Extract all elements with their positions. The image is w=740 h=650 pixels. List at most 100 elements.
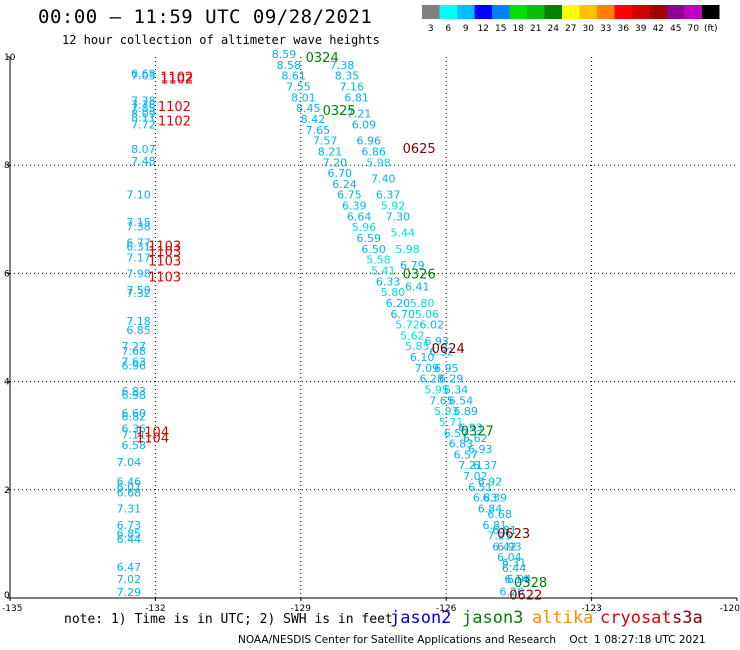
legend-label: 42 (653, 24, 664, 34)
wave-height-label: 6.83 (449, 438, 474, 451)
wave-height-label: 5.71 (439, 416, 464, 429)
legend-label: 27 (565, 24, 576, 34)
legend-swatch (527, 5, 545, 19)
wave-height-label: 7.30 (386, 210, 411, 223)
time-label: 1103 (148, 271, 181, 286)
wave-height-label: 5.98 (395, 243, 420, 256)
wave-height-label: 6.24 (332, 178, 357, 191)
y-tick-label: 0 (4, 591, 10, 601)
wave-height-label: 6.62 (463, 432, 488, 445)
wave-height-label: 7.78 (131, 98, 156, 111)
wave-height-label: 6.83 (473, 492, 498, 505)
wave-height-label: 7.03 (131, 70, 156, 83)
wave-height-label: 6.86 (361, 145, 386, 158)
wave-height-label: 6.60 (121, 407, 145, 420)
wave-height-label: 6.98 (121, 389, 145, 402)
legend-label: 18 (513, 24, 525, 34)
wave-height-label: 6.68 (117, 486, 142, 499)
chart-axes: -135 -132 -129 -126 -123 -120 0 2 4 6 8 10 (2, 53, 740, 614)
legend-label: 45 (670, 24, 681, 34)
wave-height-label: 8.59 (272, 48, 297, 61)
legend-label: 21 (530, 24, 541, 34)
legend-label: 6 (445, 24, 451, 34)
legend-swatch (544, 5, 562, 19)
y-tick-label: 8 (4, 161, 10, 171)
legend-swatch (632, 5, 650, 19)
satellite-label-jason2: jason2 (390, 608, 452, 628)
wave-height-label: 6.39 (483, 492, 508, 505)
wave-height-label: 7.16 (340, 81, 365, 94)
wave-height-label: 7.29 (117, 586, 142, 599)
wave-height-label: 7.09 (415, 362, 440, 375)
wave-height-label: 6.57 (444, 427, 469, 440)
time-label: 1102 (158, 100, 191, 115)
wave-height-label: 6.31 (126, 241, 151, 254)
wave-height-label: 6.85 (117, 527, 142, 540)
wave-height-label: 6.07 (117, 481, 142, 494)
legend-swatch (509, 5, 527, 19)
legend-label: 30 (583, 24, 595, 34)
wave-height-label: 7.15 (126, 216, 151, 229)
wave-height-label: 6.09 (352, 118, 377, 131)
wave-height-label: 5.92 (381, 200, 406, 213)
wave-height-label: 6.96 (121, 360, 145, 373)
legend-swatch (439, 5, 457, 19)
wave-height-label: 6.14 (504, 573, 529, 586)
x-tick-label: -132 (145, 604, 165, 614)
legend-swatch (597, 5, 615, 19)
wave-height-label: 6.81 (344, 91, 369, 104)
wave-height-label: 6.10 (410, 351, 435, 364)
wave-height-label: 8.42 (301, 113, 326, 126)
wave-height-label: 7.65 (429, 394, 454, 407)
wave-height-label: 5.93 (434, 405, 459, 418)
wave-height-label: 6.44 (502, 562, 526, 575)
wave-height-label: 5.06 (415, 308, 440, 321)
time-label: 0623 (497, 527, 530, 542)
wave-height-label: 5.95 (424, 384, 449, 397)
wave-height-label: 6.89 (453, 405, 478, 418)
wave-height-label: 7.98 (126, 268, 151, 281)
time-label: 1102 (160, 71, 193, 86)
wave-height-label: 6.31 (502, 557, 526, 570)
wave-height-label: 7.38 (126, 221, 151, 234)
wave-height-label: 7.55 (286, 81, 311, 94)
wave-height-label: 7.21 (458, 459, 483, 472)
time-label: 1103 (148, 239, 181, 254)
wave-height-label: 6.29 (439, 373, 464, 386)
legend-label: 3 (428, 24, 434, 34)
wave-height-label: 5.80 (410, 297, 435, 310)
satellite-label-altika: altika (532, 608, 594, 628)
wave-height-label: 7.02 (117, 573, 142, 586)
wave-height-label: 7.27 (121, 340, 145, 353)
time-label: 1102 (160, 73, 193, 88)
legend-swatch (457, 5, 475, 19)
wave-height-label: 6.28 (420, 373, 445, 386)
color-scale-legend: 3 6 9 12 15 18 21 24 27 30 33 36 39 42 45 70 (ft) (422, 5, 720, 34)
legend-swatch (492, 5, 510, 19)
time-label: 0327 (461, 424, 494, 439)
wave-height-label: 6.32 (429, 346, 454, 359)
wave-height-label: 7.17 (126, 251, 151, 264)
wave-height-label: 6.50 (361, 243, 386, 256)
wave-height-label: 5.98 (366, 156, 391, 169)
wave-height-label: 6.93 (497, 540, 521, 553)
time-label: 0326 (403, 267, 436, 282)
legend-swatch (614, 5, 632, 19)
wave-height-label: 6.94 (507, 573, 532, 586)
wave-height-label: 6.85 (126, 324, 151, 337)
legend-swatch (474, 5, 492, 19)
wave-height-label: 5.72 (395, 319, 420, 332)
wave-height-label: 6.93 (424, 335, 449, 348)
satellite-label-s3a: s3a (672, 608, 703, 628)
wave-height-label: 7.68 (121, 345, 145, 358)
wave-height-label: 5.85 (405, 340, 430, 353)
wave-height-label: 6.39 (342, 200, 367, 213)
wave-height-label: 6.96 (357, 135, 382, 148)
legend-label: 12 (478, 24, 489, 34)
legend-label: (ft) (704, 24, 718, 34)
legend-swatch (422, 5, 440, 19)
wave-height-label: 6.95 (434, 362, 459, 375)
wave-height-label: 6.57 (453, 448, 478, 461)
chart-subtitle: 12 hour collection of altimeter wave hei… (62, 33, 380, 47)
wave-height-label: 7.10 (126, 189, 151, 202)
